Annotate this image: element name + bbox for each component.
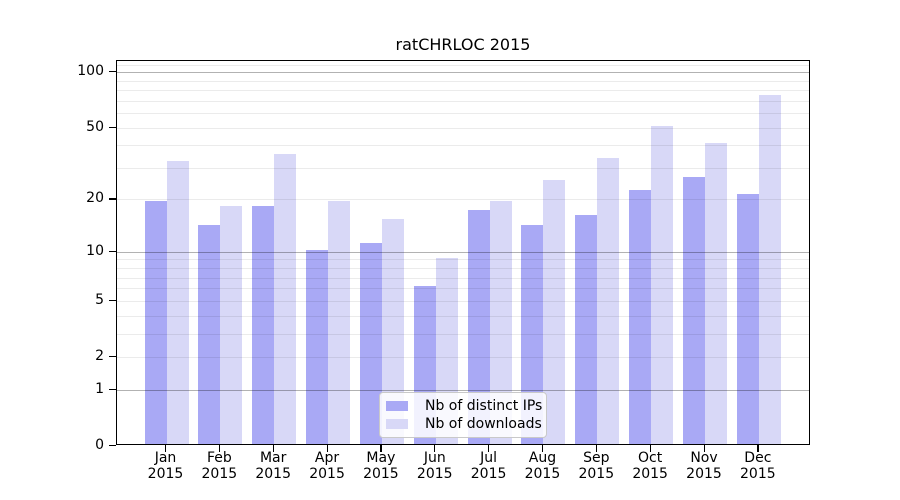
- plot-area: [116, 60, 810, 445]
- x-tick-label: Nov 2015: [686, 450, 722, 482]
- bar-distinct-ips: [198, 224, 221, 444]
- gridline-minor: [117, 315, 809, 317]
- gridline-minor: [117, 300, 809, 302]
- y-tick-label: 100: [77, 63, 104, 80]
- legend-label-downloads: Nb of downloads: [425, 416, 542, 432]
- x-tick-mark: [380, 445, 382, 452]
- x-tick-label: Apr 2015: [309, 450, 345, 482]
- x-tick-label: Jul 2015: [470, 450, 507, 482]
- gridline-major: [117, 251, 809, 253]
- gridline-minor: [117, 90, 809, 92]
- x-tick-mark: [218, 445, 221, 452]
- x-tick-label: Feb 2015: [201, 450, 238, 482]
- x-tick-label: Jan 2015: [147, 450, 184, 482]
- x-tick-label: Jun 2015: [416, 450, 453, 482]
- x-tick-label: Oct 2015: [632, 450, 668, 482]
- gridline-minor: [117, 64, 809, 66]
- bar-distinct-ips: [736, 193, 759, 444]
- gridline-minor: [117, 199, 809, 201]
- bar-distinct-ips: [467, 209, 490, 444]
- x-tick-mark: [541, 445, 544, 452]
- x-tick-label: May 2015: [363, 450, 399, 482]
- gridline-major: [117, 72, 809, 74]
- y-tick-mark: [109, 445, 116, 447]
- bar-distinct-ips: [629, 190, 652, 444]
- bar-downloads: [651, 125, 674, 444]
- x-tick-mark: [434, 445, 436, 452]
- gridline-minor: [117, 80, 809, 82]
- bar-distinct-ips: [683, 177, 705, 444]
- y-tick-label: 50: [86, 118, 104, 135]
- x-tick-mark: [757, 445, 759, 452]
- bar-downloads: [705, 143, 727, 444]
- x-tick-label: Dec 2015: [740, 450, 776, 482]
- legend-swatch-downloads: [386, 419, 408, 429]
- legend-item-downloads: Nb of downloads: [386, 415, 542, 433]
- bar-downloads: [166, 160, 189, 444]
- y-tick-mark: [109, 388, 116, 391]
- x-tick-mark: [649, 445, 651, 452]
- bar-distinct-ips: [521, 224, 544, 444]
- y-tick-label: 10: [86, 242, 104, 259]
- y-tick-label: 2: [95, 348, 104, 364]
- bar-downloads: [758, 95, 781, 444]
- gridline-major: [117, 389, 809, 391]
- y-tick-mark: [109, 198, 116, 200]
- y-tick-mark: [109, 71, 116, 73]
- y-tick-label: 5: [95, 291, 104, 308]
- gridline-minor: [117, 277, 809, 279]
- gridline-minor: [117, 167, 809, 169]
- legend-item-distinct-ips: Nb of distinct IPs: [386, 397, 543, 415]
- bar-downloads: [543, 180, 566, 444]
- gridline-minor: [117, 145, 809, 147]
- y-tick-mark: [109, 356, 116, 358]
- legend: Nb of distinct IPs Nb of downloads: [379, 392, 547, 438]
- bar-downloads: [274, 153, 297, 444]
- gridline-minor: [117, 100, 809, 102]
- y-tick-label: 0: [95, 437, 104, 453]
- bar-distinct-ips: [575, 214, 598, 444]
- y-tick-label: 1: [95, 380, 104, 397]
- bar-distinct-ips: [359, 242, 382, 444]
- bar-downloads: [220, 205, 243, 444]
- x-tick-mark: [703, 445, 705, 452]
- y-tick-label: 20: [86, 190, 104, 207]
- x-tick-mark: [272, 445, 274, 452]
- bar-downloads: [597, 158, 620, 444]
- bar-distinct-ips: [252, 205, 275, 444]
- bar-distinct-ips: [306, 249, 329, 444]
- bar-downloads: [489, 201, 512, 444]
- legend-swatch-distinct-ips: [386, 401, 408, 411]
- x-tick-mark: [488, 445, 490, 452]
- chart-title: ratCHRLOC 2015: [395, 35, 531, 54]
- bar-downloads: [381, 219, 404, 444]
- y-tick-mark: [109, 126, 116, 128]
- gridline-minor: [117, 127, 809, 129]
- x-tick-label: Mar 2015: [255, 450, 291, 482]
- y-tick-mark: [109, 250, 116, 252]
- y-tick-mark: [109, 299, 116, 302]
- bar-distinct-ips: [144, 201, 167, 444]
- x-tick-label: Sep 2015: [578, 450, 615, 482]
- x-tick-mark: [165, 445, 167, 452]
- legend-label-distinct-ips: Nb of distinct IPs: [425, 398, 543, 414]
- x-tick-mark: [595, 445, 597, 452]
- gridline-minor: [117, 288, 809, 290]
- gridline-minor: [117, 268, 809, 270]
- gridline-minor: [117, 357, 809, 358]
- gridline-minor: [117, 259, 809, 261]
- bar-downloads: [328, 201, 351, 444]
- x-tick-label: Aug 2015: [524, 450, 561, 482]
- gridline-minor: [117, 333, 809, 335]
- gridline-minor: [117, 113, 809, 115]
- x-tick-mark: [326, 445, 328, 452]
